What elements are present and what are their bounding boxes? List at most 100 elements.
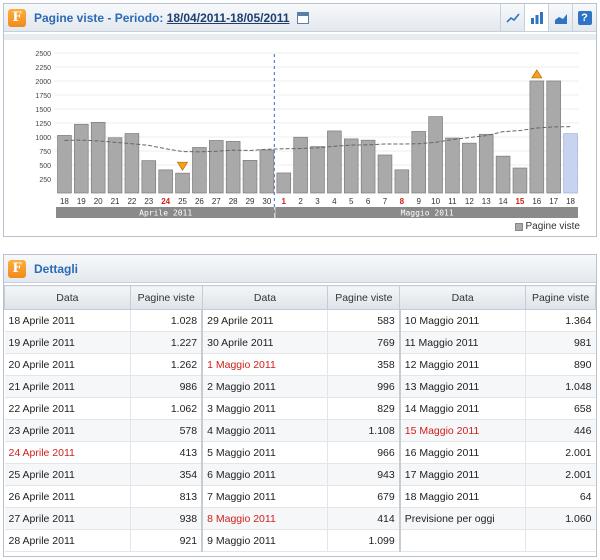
- chart-panel-header: F Pagine viste - Periodo: 18/04/2011-18/…: [4, 4, 596, 32]
- date-cell: 1 Maggio 2011: [202, 353, 328, 376]
- date-cell: 27 Aprile 2011: [4, 507, 131, 530]
- y-tick-label: 250: [39, 177, 51, 184]
- views-cell: 921: [129, 529, 204, 552]
- date-cell: 19 Aprile 2011: [4, 331, 131, 354]
- x-tick-label: 16: [532, 197, 541, 206]
- table-row: 28 Aprile 2011 921 9 Maggio 2011 1.099: [4, 529, 596, 552]
- bar: [276, 172, 292, 194]
- views-cell: 2.001: [525, 463, 596, 486]
- bar: [242, 160, 258, 194]
- date-cell: 5 Maggio 2011: [202, 441, 328, 464]
- chart-legend: Pagine viste: [514, 221, 580, 232]
- details-panel-header: F Dettagli: [4, 255, 596, 283]
- views-cell: 578: [129, 419, 204, 442]
- date-cell: 9 Maggio 2011: [202, 529, 328, 552]
- views-cell: 1.060: [525, 507, 596, 530]
- month-label: Maggio 2011: [401, 209, 454, 218]
- date-cell: 20 Aprile 2011: [4, 353, 131, 376]
- col-date-3: Data: [399, 285, 527, 310]
- x-tick-label: 19: [77, 197, 86, 206]
- table-row: 24 Aprile 2011 413 5 Maggio 2011 966 16 Magg…: [4, 441, 596, 464]
- x-tick-label: 12: [465, 197, 474, 206]
- table-row: 23 Aprile 2011 578 4 Maggio 2011 1.108 15 Ma…: [4, 419, 596, 442]
- x-tick-label: 24: [161, 197, 170, 206]
- details-table: Data Pagine viste Data Pagine viste Data…: [4, 285, 596, 552]
- bar: [259, 149, 275, 194]
- y-tick-label: 2000: [35, 79, 51, 86]
- x-tick-label: 22: [127, 197, 136, 206]
- date-cell: 28 Aprile 2011: [4, 529, 131, 552]
- x-tick-label: 7: [383, 197, 388, 206]
- bar-chart-button[interactable]: [524, 4, 548, 31]
- views-cell: 1.048: [525, 375, 596, 398]
- area-chart-button[interactable]: [548, 4, 572, 31]
- y-tick-label: 2500: [35, 51, 51, 58]
- x-tick-label: 26: [195, 197, 204, 206]
- bar: [495, 155, 511, 194]
- chart-panel: F Pagine viste - Periodo: 18/04/2011-18/…: [3, 3, 597, 237]
- bar: [90, 121, 106, 194]
- x-tick-label: 20: [94, 197, 103, 206]
- chart-top-band: [4, 34, 596, 40]
- details-title: Dettagli: [34, 261, 79, 276]
- bar: [512, 167, 528, 194]
- bar: [563, 133, 578, 194]
- details-logo: F: [8, 259, 26, 278]
- line-chart-button[interactable]: [500, 4, 524, 31]
- table-row: 18 Aprile 2011 1.028 29 Aprile 2011 583 10 M…: [4, 309, 596, 332]
- date-cell: 14 Maggio 2011: [399, 397, 526, 420]
- views-cell: 679: [327, 485, 401, 508]
- date-cell: 29 Aprile 2011: [202, 309, 328, 332]
- views-cell: 1.062: [129, 397, 204, 420]
- date-cell: 10 Maggio 2011: [399, 309, 526, 332]
- month-label: Aprile 2011: [139, 209, 192, 218]
- bar: [546, 80, 561, 194]
- bar-chart-icon: [530, 11, 543, 24]
- views-cell: 943: [327, 463, 401, 486]
- views-cell: 769: [327, 331, 401, 354]
- x-tick-label: 15: [515, 197, 524, 206]
- x-tick-label: 2: [298, 197, 303, 206]
- calendar-icon[interactable]: [296, 11, 309, 24]
- month-band: [56, 207, 275, 218]
- chart-type-toolbar: ?: [500, 4, 596, 31]
- views-cell: 938: [129, 507, 204, 530]
- table-row: 21 Aprile 2011 986 2 Maggio 2011 996 13 Magg…: [4, 375, 596, 398]
- x-tick-label: 30: [262, 197, 271, 206]
- x-tick-label: 6: [366, 197, 371, 206]
- bar: [343, 138, 359, 194]
- details-table-body: 18 Aprile 2011 1.028 29 Aprile 2011 583 10 M…: [4, 309, 596, 552]
- x-tick-label: 9: [416, 197, 421, 206]
- views-cell: 890: [525, 353, 596, 376]
- date-cell: 17 Maggio 2011: [399, 463, 526, 486]
- date-cell: 7 Maggio 2011: [202, 485, 328, 508]
- date-cell: 11 Maggio 2011: [399, 331, 526, 354]
- legend-label: Pagine viste: [525, 221, 580, 232]
- views-cell: 658: [525, 397, 596, 420]
- bar: [175, 172, 190, 194]
- date-cell: 4 Maggio 2011: [202, 419, 328, 442]
- bar: [394, 169, 410, 194]
- x-tick-label: 18: [60, 197, 69, 206]
- date-cell: [399, 529, 526, 552]
- help-button[interactable]: ?: [572, 4, 596, 31]
- date-cell: 18 Maggio 2011: [399, 485, 526, 508]
- bar: [445, 137, 460, 194]
- period-link[interactable]: 18/04/2011-18/05/2011: [166, 10, 290, 25]
- bar: [209, 140, 224, 194]
- x-tick-label: 27: [212, 197, 221, 206]
- x-tick-label: 23: [144, 197, 153, 206]
- x-tick-label: 5: [349, 197, 354, 206]
- table-row: 26 Aprile 2011 813 7 Maggio 2011 679 18 Magg…: [4, 485, 596, 508]
- date-cell: 30 Aprile 2011: [202, 331, 328, 354]
- date-cell: 24 Aprile 2011: [4, 441, 131, 464]
- help-icon: ?: [577, 10, 592, 25]
- date-cell: 2 Maggio 2011: [202, 375, 328, 398]
- trend-line: [64, 126, 571, 153]
- line-chart-icon: [505, 12, 520, 23]
- bar: [225, 141, 241, 194]
- x-tick-label: 10: [431, 197, 440, 206]
- x-tick-label: 4: [332, 197, 337, 206]
- details-table-header: Data Pagine viste Data Pagine viste Data…: [4, 285, 596, 310]
- bar: [327, 130, 342, 194]
